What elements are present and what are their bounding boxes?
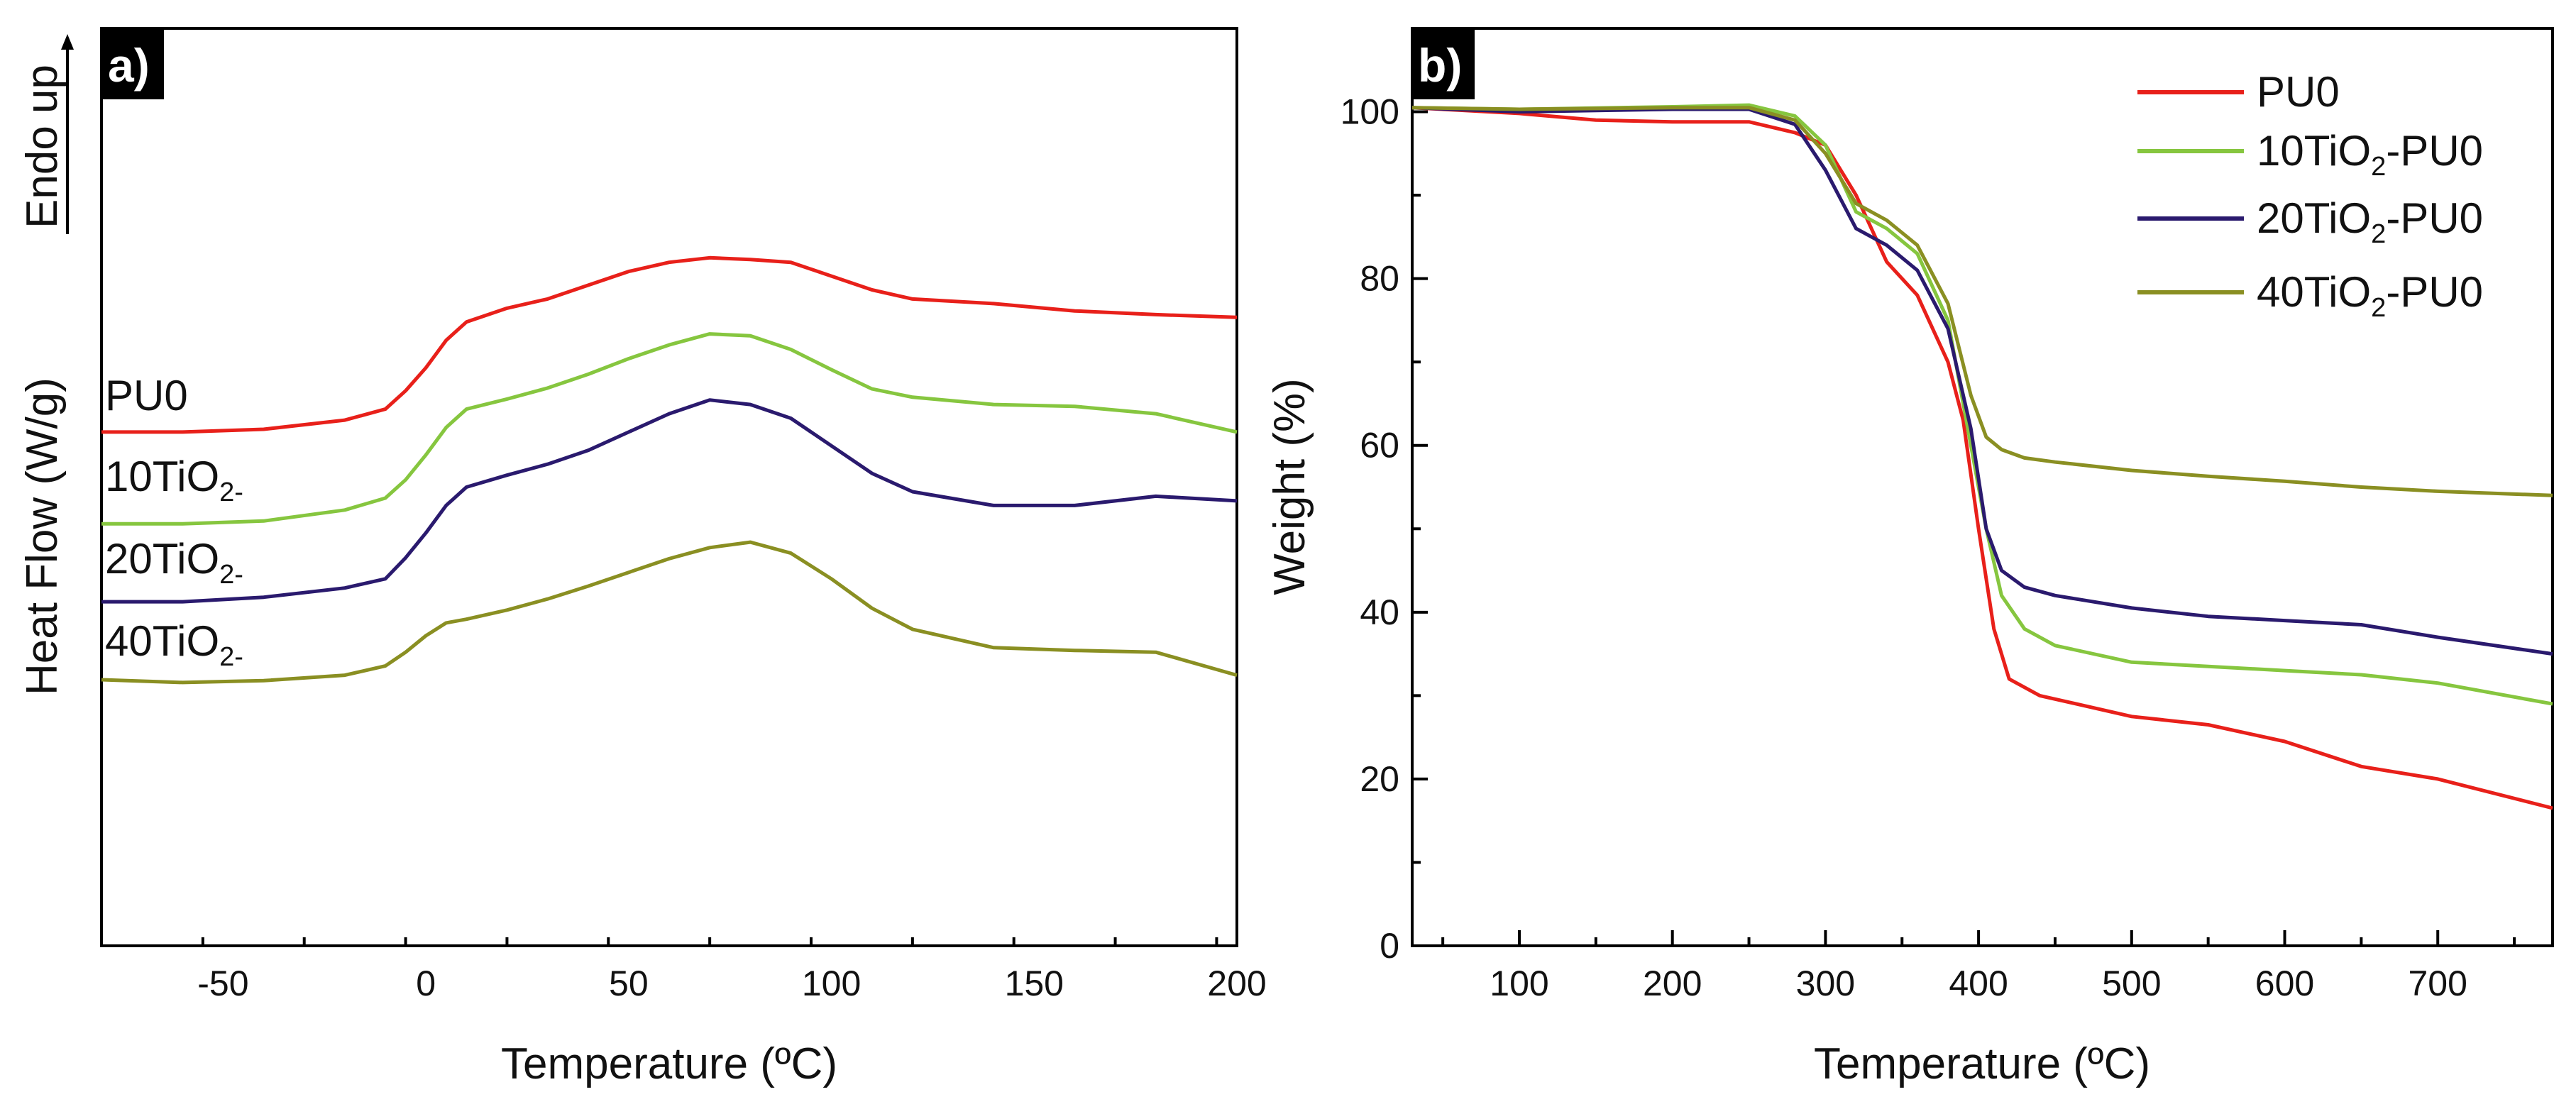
curve-label-10tio2-main: 10TiO	[105, 453, 219, 500]
legend-label-20tio2-suffix: -PU0	[2386, 194, 2483, 242]
panel-a-x-tick-label: 200	[1207, 964, 1266, 1003]
panel-a-x-axis-title: Temperature (ºC)	[501, 1039, 837, 1088]
legend-label-20tio2-sub: 2	[2371, 219, 2386, 249]
legend-label-40tio2-sub: 2	[2371, 293, 2386, 323]
panel-b-y-axis-title: Weight (%)	[1265, 378, 1314, 595]
panel-b-y-tick-label: 80	[1360, 259, 1399, 299]
panel-b-y-tick-label: 20	[1360, 759, 1399, 799]
panel-b-y-tick-label: 0	[1380, 926, 1399, 966]
legend-label-10tio2-sub: 2	[2371, 152, 2386, 182]
panel-a-x-tick-label: 100	[802, 964, 861, 1003]
legend-label-40tio2-suffix: -PU0	[2386, 268, 2483, 316]
curve-label-10tio2-sub: 2-	[219, 478, 243, 507]
curve-label-10tio2: 10TiO2-	[105, 453, 243, 507]
panel-b-y-tick-label: 60	[1360, 426, 1399, 465]
panel-b-y-tick-label: 100	[1341, 92, 1399, 132]
curve-label-40tio2-main: 40TiO	[105, 617, 219, 665]
panel-a-endo-up-label: Endo up	[18, 65, 67, 228]
legend-label-40tio2-main: 40TiO	[2257, 268, 2371, 316]
panel-a-x-tick-label: -50	[197, 964, 248, 1003]
panel-a-dsc: -50 0 50 100 150 200 a) PU0 10TiO2- 20TiO2- 4…	[18, 27, 1267, 1088]
panel-a-tag-box	[101, 28, 164, 99]
legend-entry-pu0: PU0	[2137, 68, 2340, 116]
panel-b-tag: b)	[1418, 39, 1462, 92]
panel-a-tag: a)	[108, 39, 150, 92]
tga-curve-10tio2-pu0	[1411, 103, 2553, 706]
legend-label-20tio2: 20TiO2-PU0	[2257, 194, 2483, 249]
panel-b-x-tick-labels: 100 200 300 400 500 600 700	[1490, 964, 2467, 1003]
dsc-curve-40tio2-pu0	[101, 540, 1238, 685]
panel-b-y-ticks	[1412, 27, 1428, 947]
dsc-curve-10tio2-pu0	[101, 332, 1238, 526]
panel-b-x-tick-label: 300	[1796, 964, 1855, 1003]
curve-label-20tio2-main: 20TiO	[105, 535, 219, 583]
legend-label-10tio2-suffix: -PU0	[2386, 127, 2483, 175]
panel-b-y-tick-labels: 0 20 40 60 80 100	[1341, 92, 1399, 966]
panel-a-x-tick-label: 50	[609, 964, 649, 1003]
legend-label-10tio2: 10TiO2-PU0	[2257, 127, 2483, 182]
dsc-curve-pu0	[101, 255, 1238, 434]
legend-entry-10tio2: 10TiO2-PU0	[2137, 127, 2483, 182]
tga-curve-20tio2-pu0	[1411, 106, 2553, 656]
legend-label-pu0: PU0	[2257, 68, 2340, 116]
panel-a-x-tick-label: 0	[416, 964, 436, 1003]
legend-label-40tio2: 40TiO2-PU0	[2257, 268, 2483, 323]
panel-b-frame	[1411, 27, 2554, 947]
panel-a-curves	[101, 255, 1238, 685]
panel-b-x-axis-title: Temperature (ºC)	[1814, 1039, 2150, 1088]
tga-curve-40tio2-pu0	[1411, 106, 2553, 497]
panel-b-x-tick-label: 200	[1643, 964, 1702, 1003]
panel-b-x-tick-label: 100	[1490, 964, 1548, 1003]
curve-label-40tio2: 40TiO2-	[105, 617, 243, 672]
panel-b-x-ticks	[1441, 930, 2516, 946]
panel-b-x-tick-label: 500	[2102, 964, 2161, 1003]
panel-a-x-tick-labels: -50 0 50 100 150 200	[197, 964, 1266, 1003]
curve-label-20tio2: 20TiO2-	[105, 535, 243, 590]
panel-a-x-tick-label: 150	[1005, 964, 1064, 1003]
legend-label-20tio2-main: 20TiO	[2257, 194, 2371, 242]
panel-a-y-axis-title: Heat Flow (W/g)	[18, 377, 67, 695]
panel-b-tag-box	[1412, 28, 1475, 99]
panel-b-x-tick-label: 400	[1949, 964, 2008, 1003]
panel-a-x-ticks	[100, 937, 1218, 946]
panel-b-x-tick-label: 600	[2255, 964, 2314, 1003]
curve-label-pu0: PU0	[105, 372, 188, 419]
tga-curve-pu0	[1411, 106, 2553, 810]
panel-a-frame	[100, 27, 1238, 947]
legend-label-10tio2-main: 10TiO	[2257, 127, 2371, 175]
legend: PU0 10TiO2-PU0 20TiO2-PU0 40TiO2-PU0	[2137, 68, 2483, 323]
panel-b-curves	[1411, 103, 2553, 810]
curve-label-40tio2-sub: 2-	[219, 642, 243, 672]
legend-label-pu0-main: PU0	[2257, 68, 2340, 116]
panel-b-tga: 100 200 300 400 500 600 700 0 20 40 60 80 100 b) PU…	[1265, 27, 2554, 1088]
legend-entry-40tio2: 40TiO2-PU0	[2137, 268, 2483, 323]
endo-up-arrow-head-icon	[61, 34, 74, 50]
panel-b-x-tick-label: 700	[2409, 964, 2467, 1003]
legend-entry-20tio2: 20TiO2-PU0	[2137, 194, 2483, 249]
panel-b-y-tick-label: 40	[1360, 592, 1399, 632]
dsc-curve-20tio2-pu0	[101, 398, 1238, 604]
curve-label-20tio2-sub: 2-	[219, 560, 243, 590]
